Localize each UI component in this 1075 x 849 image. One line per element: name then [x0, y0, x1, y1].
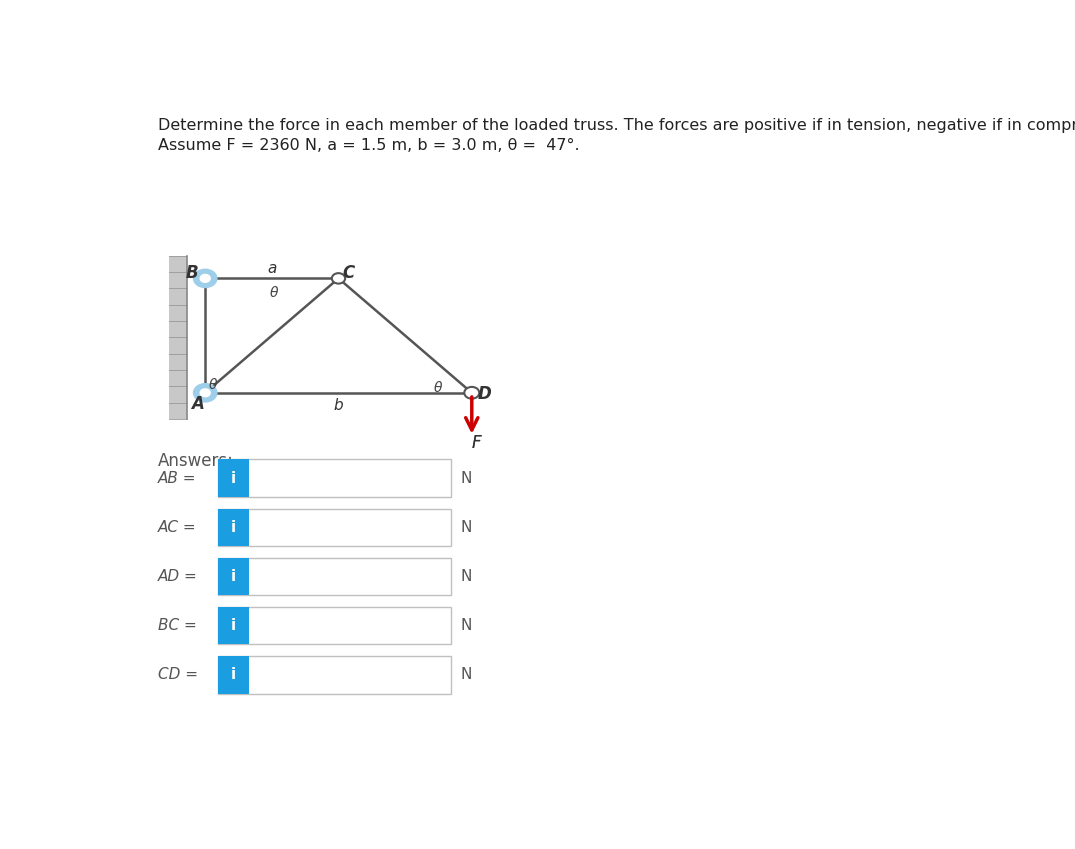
Text: A: A [191, 395, 204, 413]
Circle shape [200, 389, 211, 396]
Text: a: a [268, 261, 276, 276]
FancyBboxPatch shape [217, 558, 452, 595]
Text: F: F [472, 434, 482, 453]
FancyBboxPatch shape [217, 606, 452, 644]
Text: N: N [461, 520, 472, 535]
FancyBboxPatch shape [217, 606, 249, 644]
Text: θ: θ [209, 378, 217, 392]
Text: i: i [231, 618, 236, 633]
Text: N: N [461, 471, 472, 486]
FancyBboxPatch shape [217, 509, 452, 547]
Circle shape [464, 387, 479, 399]
Text: i: i [231, 569, 236, 584]
Text: N: N [461, 569, 472, 584]
Text: θ: θ [270, 286, 278, 300]
Text: D: D [477, 385, 491, 403]
Text: F: F [472, 434, 482, 453]
Text: b: b [333, 398, 343, 413]
Text: Determine the force in each member of the loaded truss. The forces are positive : Determine the force in each member of th… [158, 118, 1075, 133]
FancyBboxPatch shape [217, 459, 452, 498]
Text: i: i [231, 520, 236, 535]
Circle shape [194, 269, 217, 288]
Text: CD =: CD = [158, 667, 198, 682]
Text: θ: θ [434, 380, 443, 395]
Text: C: C [343, 264, 355, 282]
Circle shape [332, 273, 345, 284]
Text: B: B [186, 264, 199, 282]
Text: Assume F = 2360 N, a = 1.5 m, b = 3.0 m, θ =  47°.: Assume F = 2360 N, a = 1.5 m, b = 3.0 m,… [158, 138, 579, 153]
Text: i: i [231, 667, 236, 682]
Polygon shape [169, 256, 187, 419]
Text: AB =: AB = [158, 471, 197, 486]
Text: AC =: AC = [158, 520, 197, 535]
FancyBboxPatch shape [217, 509, 249, 547]
FancyBboxPatch shape [217, 459, 249, 498]
FancyBboxPatch shape [217, 655, 249, 694]
Text: BC =: BC = [158, 618, 197, 633]
FancyBboxPatch shape [217, 558, 249, 595]
Circle shape [194, 384, 217, 402]
Text: i: i [231, 471, 236, 486]
Text: AD =: AD = [158, 569, 198, 584]
Text: N: N [461, 667, 472, 682]
FancyBboxPatch shape [217, 655, 452, 694]
Text: Answers:: Answers: [158, 452, 233, 469]
Text: N: N [461, 618, 472, 633]
Circle shape [200, 274, 211, 283]
